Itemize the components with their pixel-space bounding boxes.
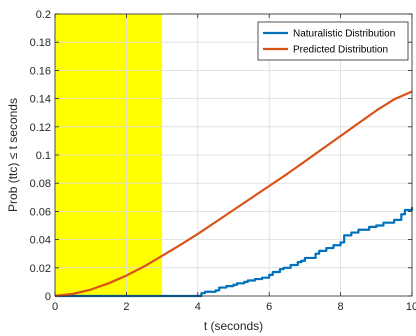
y-tick-label: 0.06 (30, 206, 51, 218)
y-tick-label: 0.12 (30, 122, 51, 134)
legend-entry: Predicted Distribution (293, 45, 388, 56)
series-layer (54, 90, 414, 298)
x-tick-label: 0 (52, 301, 58, 313)
series-line-predicted (54, 90, 413, 298)
x-tick-label: 2 (123, 301, 129, 313)
x-tick-label: 8 (338, 301, 344, 313)
y-tick-label: 0.18 (30, 37, 51, 49)
tick-labels-layer: 0 2 4 6 8 10 0 0.02 0.04 0.06 0.08 0.1 0.12 0.14 0.16 0… (30, 9, 416, 313)
x-axis-label: t (seconds) (204, 319, 263, 333)
x-tick-label: 10 (406, 301, 416, 313)
y-axis-label: Prob (ttc) ≤ t seconds (6, 98, 20, 212)
legend-entry: Naturalistic Distribution (293, 29, 395, 40)
y-tick-label: 0.02 (30, 263, 51, 275)
y-tick-label: 0.1 (36, 150, 51, 162)
x-tick-label: 6 (266, 301, 272, 313)
legend-box (257, 21, 409, 61)
y-tick-label: 0.16 (30, 65, 51, 77)
series-line-naturalistic (55, 207, 414, 298)
y-tick-label: 0.08 (30, 178, 51, 190)
y-tick-label: 0 (45, 291, 51, 303)
y-tick-label: 0.2 (36, 9, 51, 21)
y-tick-label: 0.14 (30, 94, 51, 106)
y-tick-label: 0.04 (30, 235, 51, 247)
x-tick-label: 4 (195, 301, 201, 313)
legend: Naturalistic Distribution Predicted Distr… (257, 21, 409, 61)
